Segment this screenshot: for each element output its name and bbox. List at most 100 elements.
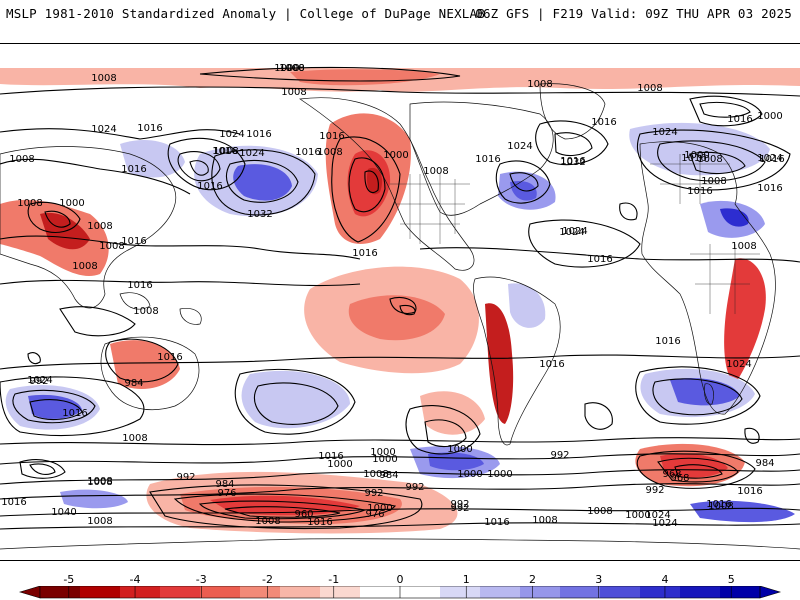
- colorbar-tick-label: -2: [262, 573, 273, 586]
- isobar-value-text: 984: [379, 470, 398, 481]
- isobar-value-text: 1024: [559, 227, 584, 238]
- isobar-value-text: 1016: [121, 164, 146, 175]
- colorbar-max-arrow: [759, 586, 782, 599]
- isobar-value-label: 1008: [363, 469, 388, 480]
- isobar-value-label: 1024: [559, 227, 584, 238]
- colorbar-swatch: [520, 586, 561, 598]
- isobar-value-label: 1016: [759, 154, 784, 165]
- isobar-value-text: 1016: [681, 153, 706, 164]
- isobar-value-label: 976: [365, 509, 384, 520]
- colorbar-swatch: [320, 586, 361, 598]
- isobar-value-label: 976: [217, 488, 236, 499]
- isobar-value-label: 1008: [731, 241, 756, 252]
- isobar-value-label: 1024: [562, 226, 587, 237]
- isobar-value-label: 1024: [645, 510, 670, 521]
- isobar-value-label: 1008: [708, 501, 733, 512]
- isobar-value-text: 992: [450, 499, 469, 510]
- isobar-value-text: 1000: [274, 63, 299, 74]
- isobar-value-text: 1016: [121, 236, 146, 247]
- isobar-value-label: 1024: [652, 127, 677, 138]
- isobar-value-text: 960: [294, 509, 313, 520]
- colorbar-min-arrow: [18, 586, 41, 599]
- isobar-value-label: 1008: [122, 433, 147, 444]
- isobar-value-label: 984: [755, 458, 774, 469]
- anomaly-neg-east-africa: [724, 258, 766, 384]
- isobar-value-text: 992: [645, 485, 664, 496]
- isobar-value-label: 1008: [587, 506, 612, 517]
- colorbar-tick-label: -4: [129, 573, 141, 586]
- anomaly-pos-south-pacific: [241, 370, 350, 429]
- isobar-value-label: 1008: [99, 241, 124, 252]
- isobar-value-label: 1016: [591, 117, 616, 128]
- isobar-value-text: 1016: [484, 517, 509, 528]
- anomaly-pos-antarctic-west: [60, 489, 128, 509]
- isobar-value-label: 1016: [246, 129, 271, 140]
- isobar-value-text: 1000: [59, 198, 84, 209]
- isobar-value-text: 1008: [708, 501, 733, 512]
- colorbar-tick-label: 4: [661, 573, 669, 586]
- isobar-value-label: 1008: [279, 63, 304, 74]
- isobar-value-text: 1008: [87, 516, 112, 527]
- isobar-value-label: 1016: [757, 183, 782, 194]
- isobar-value-text: 1000: [625, 510, 650, 521]
- isobar-value-label: 1008: [281, 87, 306, 98]
- isobar-value-text: 1008: [87, 476, 112, 487]
- isobar-value-label: 1016: [560, 156, 585, 167]
- isobar-value-label: 1008: [91, 73, 116, 84]
- isobar-value-label: 1024: [652, 518, 677, 529]
- isobar-value-text: 992: [550, 450, 569, 461]
- isobar-value-label: 1000: [447, 444, 472, 455]
- isobar-value-text: 1016: [1, 497, 26, 508]
- isobar-value-label: 992: [405, 482, 424, 493]
- isobar-value-text: 984: [755, 458, 774, 469]
- isobar-value-text: 1016: [687, 186, 712, 197]
- isobar-value-text: 1008: [133, 306, 158, 317]
- isobar-value-text: 1008: [423, 166, 448, 177]
- isobar-value-label: 1016: [484, 517, 509, 528]
- isobar-value-text: 1008: [731, 241, 756, 252]
- isobar-value-text: 1024: [27, 375, 52, 386]
- colorbar-swatch: [240, 586, 281, 598]
- anomaly-neg-south-atlantic: [420, 391, 485, 435]
- isobar-value-label: 1008: [317, 147, 342, 158]
- isobar-value-text: 1008: [281, 87, 306, 98]
- isobar-value-text: 1008: [72, 261, 97, 272]
- isobar-value-label: 1016: [307, 517, 332, 528]
- anomaly-pos-south-pacific-east-core: [428, 452, 484, 471]
- isobar-value-text: 1016: [62, 408, 87, 419]
- isobar-value-label: 1024: [219, 129, 244, 140]
- isobar-value-label: 1000: [59, 198, 84, 209]
- map-title: MSLP 1981-2010 Standardized Anomaly | Co…: [6, 6, 485, 21]
- isobar-value-text: 1016: [591, 117, 616, 128]
- isobar-value-text: 1024: [757, 153, 782, 164]
- isobar-value-label: 1008: [9, 154, 34, 165]
- anomaly-colorbar: -5 -4 -3 -2 -1 0 1 2 3 4 5: [0, 570, 800, 600]
- isobar-value-text: 1016: [157, 352, 182, 363]
- isobars: [0, 66, 800, 530]
- colorbar-tick-label: 1: [462, 573, 470, 586]
- isobar-value-label: 1016: [157, 352, 182, 363]
- isobar-value-label: 1024: [91, 124, 116, 135]
- colorbar-swatch: [640, 586, 681, 598]
- isobar-value-text: 1016: [727, 114, 752, 125]
- isobar-value-label: 1016: [62, 408, 87, 419]
- isobar-value-text: 1000: [279, 63, 304, 74]
- colorbar-swatch: [160, 586, 201, 598]
- isobar-value-text: 984: [124, 378, 143, 389]
- isobar-value-text: 1000: [457, 469, 482, 480]
- isobar-value-label: 984: [215, 479, 234, 490]
- isobar-value-text: 1016: [737, 486, 762, 497]
- isobar-value-label: 1016: [295, 147, 320, 158]
- isobar-value-label: 1008: [87, 476, 112, 487]
- isobar-value-label: 1024: [239, 148, 264, 159]
- coastlines: [0, 83, 800, 550]
- isobar-value-label: 992: [176, 472, 195, 483]
- isobar-value-label: 1000: [487, 469, 512, 480]
- isobar-value-label: 1016: [121, 164, 146, 175]
- isobar-value-text: 1016: [318, 451, 343, 462]
- isobar-value-text: 1016: [757, 183, 782, 194]
- colorbar-swatch: [120, 586, 161, 598]
- isobar-value-label: 1008: [701, 176, 726, 187]
- colorbar-swatch: [360, 586, 401, 598]
- contour-labels: 1000100810001008100810081000101610161024…: [1, 63, 784, 529]
